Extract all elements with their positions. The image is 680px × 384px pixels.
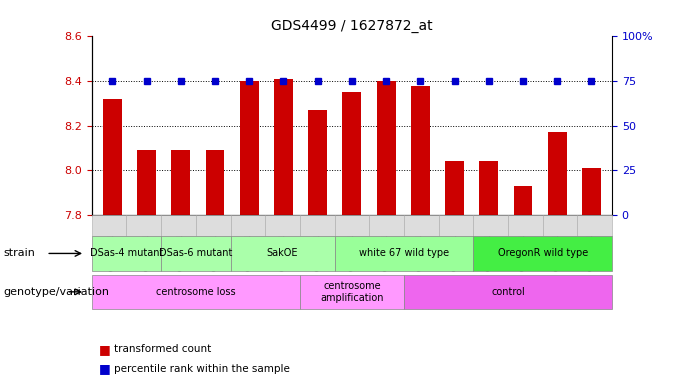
Bar [137, 150, 156, 215]
Text: percentile rank within the sample: percentile rank within the sample [114, 364, 290, 374]
Bar [205, 150, 224, 215]
Text: SakOE: SakOE [267, 248, 299, 258]
Text: transformed count: transformed count [114, 344, 211, 354]
Text: DSas-6 mutant: DSas-6 mutant [159, 248, 233, 258]
Text: centrosome
amplification: centrosome amplification [320, 281, 384, 303]
Text: centrosome loss: centrosome loss [156, 287, 236, 297]
Bar [343, 92, 361, 215]
Text: OregonR wild type: OregonR wild type [498, 248, 588, 258]
Bar [445, 162, 464, 215]
Bar [171, 150, 190, 215]
Text: ■: ■ [99, 343, 110, 356]
Text: strain: strain [3, 248, 35, 258]
Bar [377, 81, 396, 215]
Bar [308, 110, 327, 215]
Bar [411, 86, 430, 215]
Bar [240, 81, 258, 215]
Text: white 67 wild type: white 67 wild type [359, 248, 449, 258]
Bar [274, 79, 293, 215]
Bar [513, 186, 532, 215]
Bar [479, 162, 498, 215]
Bar [582, 168, 601, 215]
Text: ■: ■ [99, 362, 110, 375]
Text: genotype/variation: genotype/variation [3, 287, 109, 297]
Text: control: control [491, 287, 525, 297]
Title: GDS4499 / 1627872_at: GDS4499 / 1627872_at [271, 19, 432, 33]
Text: DSas-4 mutant: DSas-4 mutant [90, 248, 163, 258]
Bar [103, 99, 122, 215]
Bar [548, 132, 566, 215]
